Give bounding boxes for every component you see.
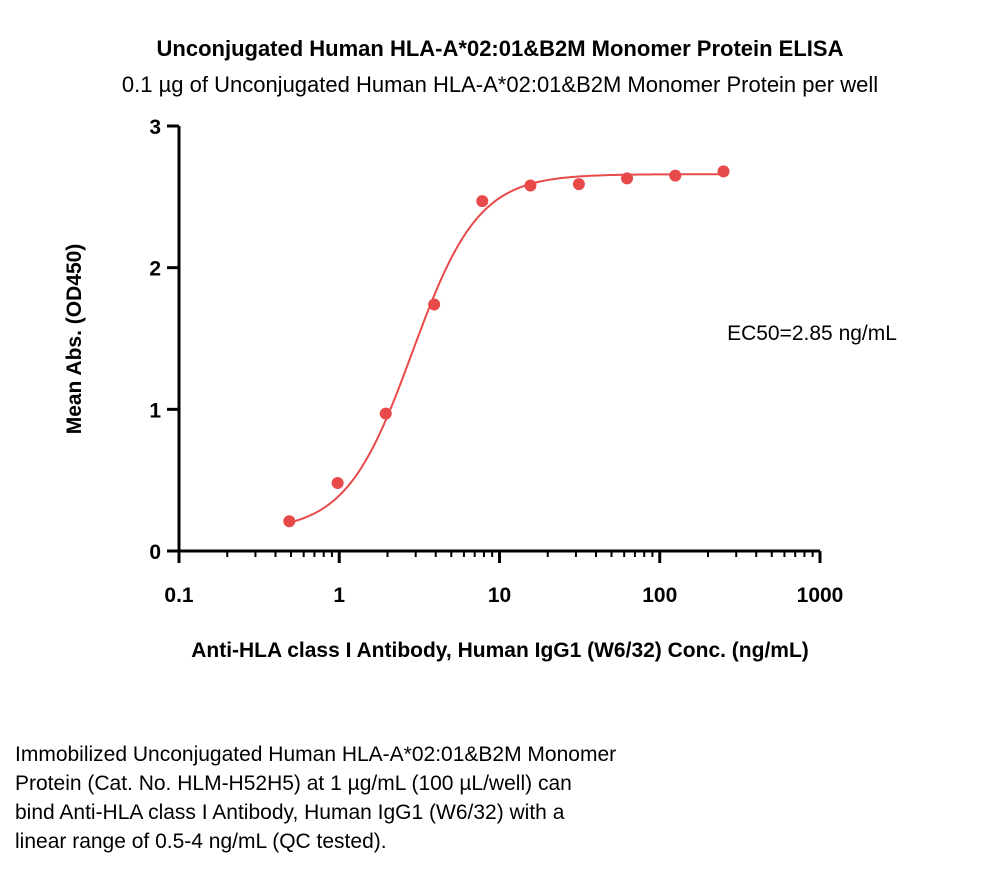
chart-subtitle: 0.1 µg of Unconjugated Human HLA-A*02:01… (122, 72, 878, 97)
data-point (669, 169, 682, 182)
x-tick-label: 10 (488, 584, 511, 607)
caption-line: Immobilized Unconjugated Human HLA-A*02:… (15, 743, 617, 766)
fit-curve (289, 173, 724, 524)
axes: 0 1 2 3 0.1 1 10 100 1000 (149, 116, 843, 607)
y-tick-label: 2 (149, 258, 161, 281)
y-tick-label: 3 (149, 116, 161, 139)
data-points (283, 165, 730, 528)
data-point (428, 298, 441, 311)
ec50-annotation: EC50=2.85 ng/mL (727, 322, 897, 345)
y-tick-label: 0 (149, 541, 161, 564)
x-tick-label: 1 (333, 584, 345, 607)
caption-line: linear range of 0.5-4 ng/mL (QC tested). (15, 830, 387, 853)
x-tick-label: 0.1 (164, 584, 194, 607)
x-axis-label: Anti-HLA class I Antibody, Human IgG1 (W… (191, 639, 809, 662)
y-ticks: 0 1 2 3 (149, 116, 179, 564)
data-point (476, 195, 489, 208)
x-ticks: 0.1 1 10 100 1000 (164, 551, 843, 607)
x-tick-label: 100 (642, 584, 677, 607)
data-point (283, 515, 296, 528)
caption-line: bind Anti-HLA class I Antibody, Human Ig… (15, 801, 565, 824)
y-axis-label: Mean Abs. (OD450) (63, 244, 86, 435)
data-point (717, 165, 730, 178)
x-tick-label: 1000 (797, 584, 844, 607)
chart-title: Unconjugated Human HLA-A*02:01&B2M Monom… (157, 36, 844, 61)
figure-caption: Immobilized Unconjugated Human HLA-A*02:… (15, 740, 835, 856)
data-point (331, 477, 344, 489)
data-point (572, 178, 585, 191)
data-point (379, 407, 392, 420)
caption-line: Protein (Cat. No. HLM-H52H5) at 1 µg/mL … (15, 772, 572, 795)
data-point (621, 172, 634, 185)
data-point (524, 179, 537, 192)
y-tick-label: 1 (149, 399, 161, 422)
